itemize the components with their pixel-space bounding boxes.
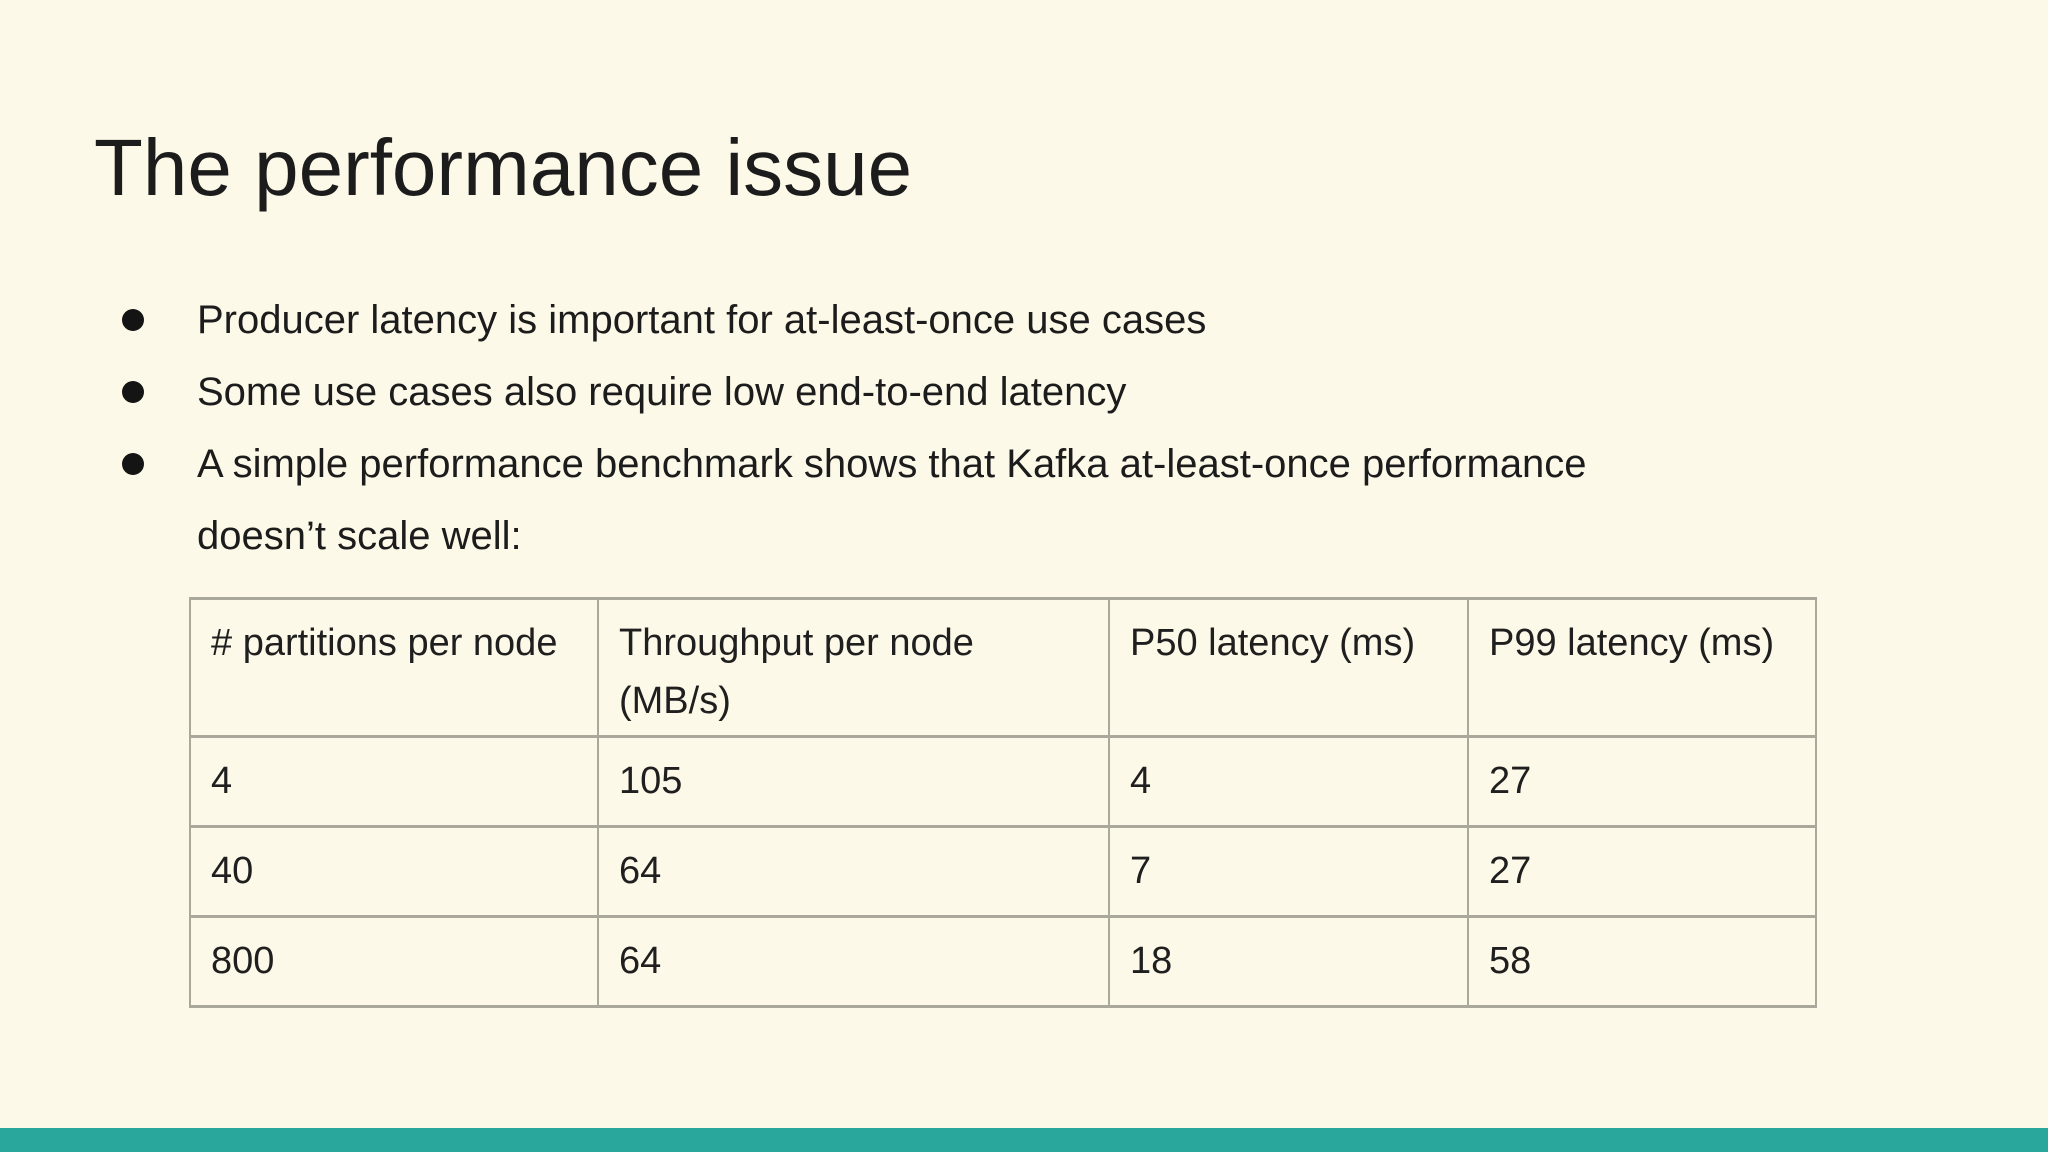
table-cell: 64 <box>597 915 1110 1008</box>
bullet-text: A simple performance benchmark shows tha… <box>197 442 1587 558</box>
table-row: 4 105 4 27 <box>189 735 1817 828</box>
bullet-text: Some use cases also require low end-to-e… <box>197 370 1127 414</box>
table-cell: 4 <box>189 735 599 828</box>
table-cell: 58 <box>1467 915 1817 1008</box>
table-cell: 105 <box>597 735 1110 828</box>
table-cell: 4 <box>1108 735 1469 828</box>
table-cell: 40 <box>189 825 599 918</box>
bullet-item: A simple performance benchmark shows tha… <box>122 428 1682 572</box>
table-cell: 18 <box>1108 915 1469 1008</box>
table-cell: 27 <box>1467 825 1817 918</box>
bullet-item: Some use cases also require low end-to-e… <box>122 356 1682 428</box>
table-header-row: # partitions per node Throughput per nod… <box>189 597 1817 738</box>
bullet-icon <box>122 309 144 331</box>
table-cell: 800 <box>189 915 599 1008</box>
table-cell: 7 <box>1108 825 1469 918</box>
table-cell: 64 <box>597 825 1110 918</box>
table-row: 800 64 18 58 <box>189 915 1817 1008</box>
bullet-item: Producer latency is important for at-lea… <box>122 284 1682 356</box>
bullet-icon <box>122 453 144 475</box>
table-row: # partitions per node Throughput per nod… <box>189 597 1817 738</box>
table-header-cell: P99 latency (ms) <box>1467 597 1817 738</box>
bullet-text: Producer latency is important for at-lea… <box>197 298 1207 342</box>
page-title: The performance issue <box>94 123 913 212</box>
table-header-cell: # partitions per node <box>189 597 599 738</box>
bullet-icon <box>122 381 144 403</box>
accent-footer-bar <box>0 1128 2048 1152</box>
table-header-cell: P50 latency (ms) <box>1108 597 1469 738</box>
benchmark-table: # partitions per node Throughput per nod… <box>189 597 1817 1008</box>
bullet-list: Producer latency is important for at-lea… <box>122 284 1682 572</box>
table-cell: 27 <box>1467 735 1817 828</box>
table-row: 40 64 7 27 <box>189 825 1817 918</box>
table-header-cell: Throughput per node (MB/s) <box>597 597 1110 738</box>
